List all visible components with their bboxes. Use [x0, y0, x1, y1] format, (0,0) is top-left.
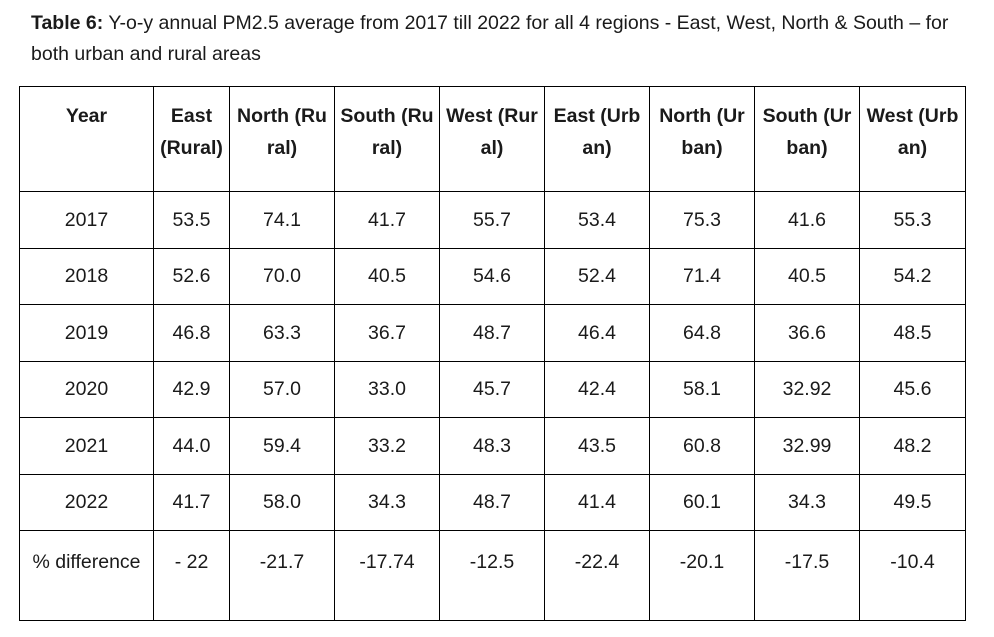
- table-cell: 48.3: [439, 417, 545, 475]
- table-cell: 57.0: [229, 360, 335, 418]
- pm25-table: Year East (Rural) North (Rural) South (R…: [19, 86, 966, 621]
- table-cell: 74.1: [229, 191, 335, 249]
- table-row: 2019 46.8 63.3 36.7 48.7 46.4 64.8 36.6 …: [19, 304, 966, 362]
- column-header-south-rural: South (Rural): [334, 86, 440, 192]
- column-header-south-urban: South (Urban): [754, 86, 860, 192]
- table-cell: 44.0: [153, 417, 230, 475]
- table-cell: 41.6: [754, 191, 860, 249]
- percent-difference-row: % difference - 22 -21.7 -17.74 -12.5 -22…: [19, 530, 966, 621]
- table-cell: 36.6: [754, 304, 860, 362]
- table-row: 2018 52.6 70.0 40.5 54.6 52.4 71.4 40.5 …: [19, 247, 966, 305]
- table-cell: 54.6: [439, 247, 545, 305]
- table-cell: 75.3: [649, 191, 755, 249]
- table-cell: 45.7: [439, 360, 545, 418]
- table-cell: 48.2: [859, 417, 966, 475]
- column-header-east-urban: East (Urban): [544, 86, 650, 192]
- caption-text: Y-o-y annual PM2.5 average from 2017 til…: [31, 12, 949, 65]
- column-header-east-rural: East (Rural): [153, 86, 230, 192]
- table-cell: 53.5: [153, 191, 230, 249]
- table-cell: 40.5: [334, 247, 440, 305]
- table-cell: 54.2: [859, 247, 966, 305]
- caption-label: Table 6:: [31, 12, 104, 34]
- table-caption: Table 6: Y-o-y annual PM2.5 average from…: [31, 8, 981, 70]
- table-cell: 59.4: [229, 417, 335, 475]
- table-cell: 41.4: [544, 473, 650, 531]
- column-header-north-rural: North (Rural): [229, 86, 335, 192]
- table-cell: -12.5: [439, 530, 545, 621]
- table-cell: 42.9: [153, 360, 230, 418]
- table-cell: 45.6: [859, 360, 966, 418]
- table-cell: 46.8: [153, 304, 230, 362]
- table-cell: 48.5: [859, 304, 966, 362]
- year-cell: 2017: [19, 191, 154, 249]
- table-cell: 41.7: [334, 191, 440, 249]
- table-cell: 71.4: [649, 247, 755, 305]
- table-cell: 58.1: [649, 360, 755, 418]
- table-cell: 48.7: [439, 304, 545, 362]
- table-cell: 55.3: [859, 191, 966, 249]
- table-row: 2020 42.9 57.0 33.0 45.7 42.4 58.1 32.92…: [19, 360, 966, 418]
- table-row: 2021 44.0 59.4 33.2 48.3 43.5 60.8 32.99…: [19, 417, 966, 475]
- table-cell: 36.7: [334, 304, 440, 362]
- table-cell: -10.4: [859, 530, 966, 621]
- table-cell: -17.74: [334, 530, 440, 621]
- year-cell: 2020: [19, 360, 154, 418]
- table-cell: 32.92: [754, 360, 860, 418]
- table-cell: 42.4: [544, 360, 650, 418]
- table-cell: 58.0: [229, 473, 335, 531]
- table-cell: 64.8: [649, 304, 755, 362]
- table-cell: 53.4: [544, 191, 650, 249]
- table-cell: 60.1: [649, 473, 755, 531]
- table-cell: 55.7: [439, 191, 545, 249]
- table-cell: 52.4: [544, 247, 650, 305]
- year-cell: 2018: [19, 247, 154, 305]
- table-cell: -20.1: [649, 530, 755, 621]
- table-cell: - 22: [153, 530, 230, 621]
- table-cell: 63.3: [229, 304, 335, 362]
- table-cell: 40.5: [754, 247, 860, 305]
- table-row: 2017 53.5 74.1 41.7 55.7 53.4 75.3 41.6 …: [19, 191, 966, 249]
- table-cell: 52.6: [153, 247, 230, 305]
- table-cell: 34.3: [754, 473, 860, 531]
- table-cell: -21.7: [229, 530, 335, 621]
- column-header-west-urban: West (Urban): [859, 86, 966, 192]
- table-cell: 33.0: [334, 360, 440, 418]
- table-cell: 33.2: [334, 417, 440, 475]
- percent-difference-label: % difference: [19, 530, 154, 621]
- column-header-west-rural: West (Rural): [439, 86, 545, 192]
- table-cell: 49.5: [859, 473, 966, 531]
- year-cell: 2019: [19, 304, 154, 362]
- header-row: Year East (Rural) North (Rural) South (R…: [19, 86, 966, 192]
- column-header-year: Year: [19, 86, 154, 192]
- table-cell: 34.3: [334, 473, 440, 531]
- table-cell: 48.7: [439, 473, 545, 531]
- year-cell: 2021: [19, 417, 154, 475]
- table-cell: 60.8: [649, 417, 755, 475]
- table-cell: 70.0: [229, 247, 335, 305]
- table-cell: 46.4: [544, 304, 650, 362]
- table-cell: 41.7: [153, 473, 230, 531]
- table-row: 2022 41.7 58.0 34.3 48.7 41.4 60.1 34.3 …: [19, 473, 966, 531]
- year-cell: 2022: [19, 473, 154, 531]
- table-cell: -22.4: [544, 530, 650, 621]
- table-cell: 32.99: [754, 417, 860, 475]
- table-cell: 43.5: [544, 417, 650, 475]
- column-header-north-urban: North (Urban): [649, 86, 755, 192]
- table-cell: -17.5: [754, 530, 860, 621]
